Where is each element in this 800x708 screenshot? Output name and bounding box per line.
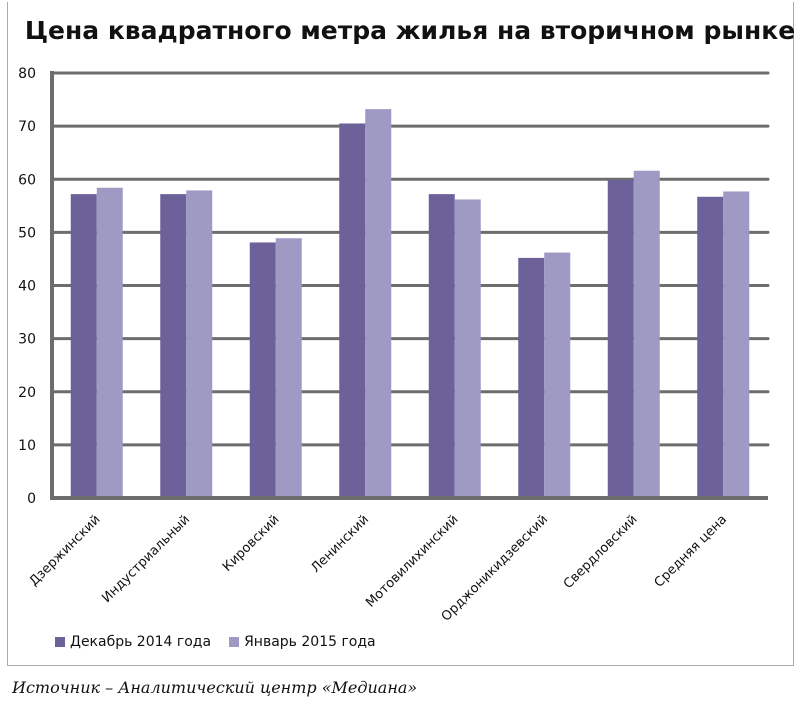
x-tick-label: Мотовилихинский xyxy=(363,512,461,610)
chart-frame xyxy=(7,2,794,666)
x-tick-label: Дзержинский xyxy=(27,512,104,589)
x-tick-label: Средняя цена xyxy=(652,512,730,590)
bar-dec-2014 xyxy=(518,257,545,498)
bar-dec-2014 xyxy=(160,194,187,498)
bar-dec-2014 xyxy=(428,194,455,498)
x-tick-label: Орджоникидзевский xyxy=(439,512,551,624)
x-tick-label: Ленинский xyxy=(308,512,372,576)
y-tick-label: 70 xyxy=(18,119,36,135)
legend-label: Январь 2015 года xyxy=(244,634,376,650)
legend-swatch xyxy=(55,637,65,647)
y-tick-label: 80 xyxy=(18,66,36,82)
legend-item-jan-2015: Январь 2015 года xyxy=(229,634,376,650)
y-tick-label: 0 xyxy=(27,491,36,507)
bar-jan-2015 xyxy=(275,238,302,498)
y-tick-label: 40 xyxy=(18,279,36,295)
bar-jan-2015 xyxy=(544,252,571,498)
legend-item-dec-2014: Декабрь 2014 года xyxy=(55,634,211,650)
bar-dec-2014 xyxy=(249,242,276,498)
y-tick-label: 10 xyxy=(18,438,36,454)
bar-jan-2015 xyxy=(365,109,392,498)
bar-dec-2014 xyxy=(607,179,634,498)
y-tick-label: 30 xyxy=(18,332,36,348)
x-tick-label: Кировский xyxy=(220,512,283,575)
x-tick-label: Свердловский xyxy=(561,512,641,592)
legend: Декабрь 2014 года Январь 2015 года xyxy=(55,634,376,650)
bar-jan-2015 xyxy=(633,170,660,498)
x-tick-label: Индустриальный xyxy=(99,512,193,606)
y-tick-label: 20 xyxy=(18,385,36,401)
bar-jan-2015 xyxy=(186,190,213,498)
y-tick-label: 60 xyxy=(18,172,36,188)
bar-jan-2015 xyxy=(96,187,123,498)
bar-chart: 0 10 20 30 40 50 60 70 80 ДзержинскийИндустриальн… xyxy=(18,66,770,625)
bar-dec-2014 xyxy=(697,196,724,498)
chart-title: Цена квадратного метра жилья на вторично… xyxy=(24,16,796,45)
source-note: Источник – Аналитический центр «Медиана» xyxy=(12,678,418,697)
bar-jan-2015 xyxy=(723,191,750,498)
bar-dec-2014 xyxy=(70,194,97,498)
bar-jan-2015 xyxy=(454,199,481,498)
legend-label: Декабрь 2014 года xyxy=(70,634,212,650)
legend-swatch xyxy=(229,637,240,647)
y-tick-label: 50 xyxy=(18,225,36,241)
bar-dec-2014 xyxy=(339,123,366,498)
